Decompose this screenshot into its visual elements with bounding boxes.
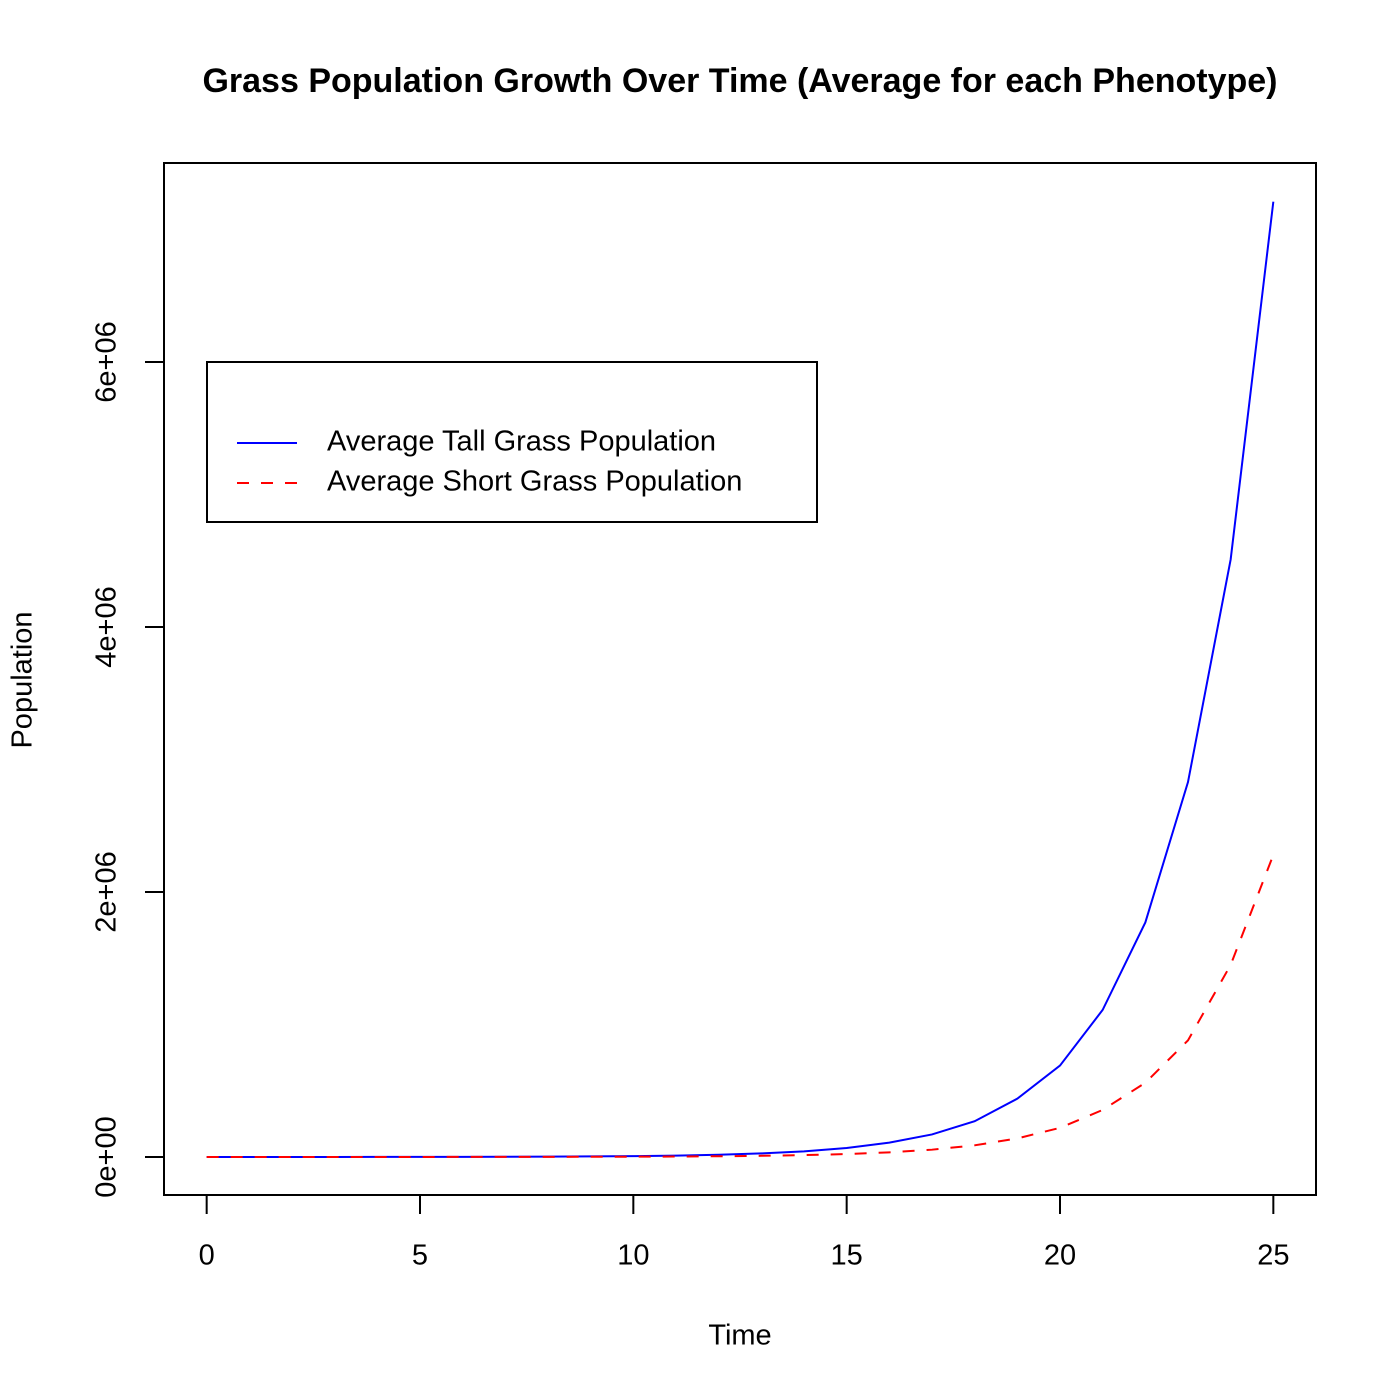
series-line	[206, 201, 1275, 1158]
chart-title: Grass Population Growth Over Time (Avera…	[202, 62, 1277, 100]
x-tick-label: 20	[1044, 1240, 1076, 1272]
x-axis-label: Time	[708, 1320, 771, 1352]
x-tick-label: 15	[831, 1240, 863, 1272]
x-tick-label: 0	[199, 1240, 215, 1272]
legend-label: Average Tall Grass Population	[327, 426, 716, 458]
y-tick-label: 2e+06	[91, 851, 123, 932]
x-tick-label: 10	[617, 1240, 649, 1272]
series-line	[206, 854, 1275, 1158]
x-tick-label: 5	[412, 1240, 428, 1272]
y-tick-label: 4e+06	[91, 586, 123, 667]
y-tick-label: 0e+00	[91, 1116, 123, 1197]
plot-frame	[163, 162, 1317, 1196]
legend-label: Average Short Grass Population	[327, 466, 742, 498]
x-tick-label: 25	[1257, 1240, 1289, 1272]
legend-box	[206, 361, 818, 523]
y-axis-label: Population	[7, 611, 39, 748]
y-tick-label: 6e+06	[91, 321, 123, 402]
legend: Average Tall Grass Population Average Sho…	[206, 361, 818, 523]
